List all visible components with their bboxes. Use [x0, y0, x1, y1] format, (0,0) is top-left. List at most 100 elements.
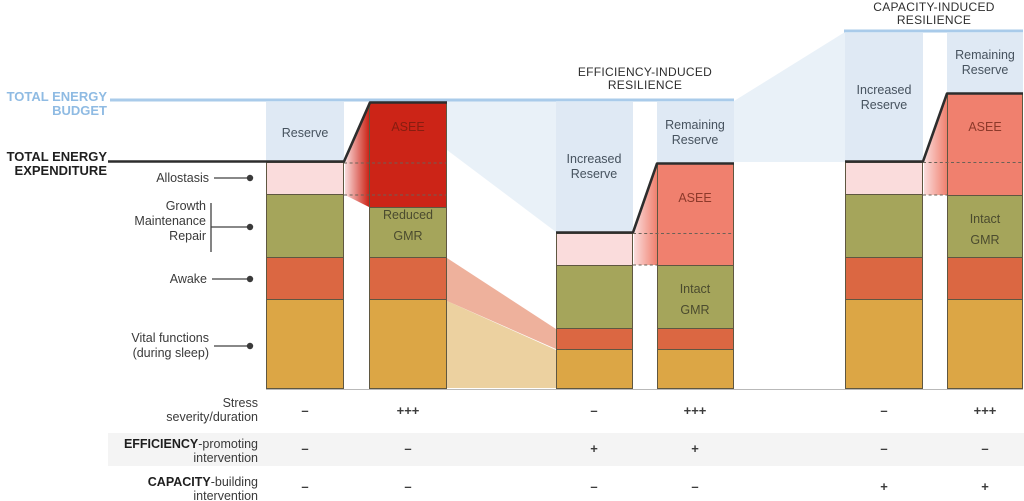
- gmr-leader-dot: [246, 223, 254, 231]
- bar1-awake: [266, 257, 344, 300]
- efficiency-value-3: +: [590, 441, 598, 456]
- bar2-awake: [369, 257, 447, 300]
- gmr-label-line1: Growth: [165, 199, 206, 213]
- efficiency-resilience-header: EFFICIENCY-INDUCED RESILIENCE: [556, 66, 734, 92]
- capacity-label-line2: intervention: [193, 488, 258, 501]
- bar6-awake: [947, 257, 1023, 300]
- capacity-value-3: –: [590, 479, 598, 494]
- budget-label-line2: BUDGET: [52, 103, 107, 118]
- bar2-gmr-label: Reduced GMR: [383, 208, 433, 244]
- vital-label: Vital functions (during sleep): [60, 331, 209, 361]
- capacity-label-bold: CAPACITY: [147, 475, 211, 489]
- bar2-gmr-line2: GMR: [393, 229, 423, 243]
- bar3-reserve-label: Increased Reserve: [567, 152, 622, 182]
- vital-label-line2: (during sleep): [132, 346, 209, 360]
- allostasis-asee-fade-1: [345, 102, 369, 207]
- bar4-asee: [657, 163, 734, 266]
- efficiency-label-bold: EFFICIENCY: [123, 437, 199, 451]
- gmr-label-line2: Maintenance: [134, 214, 206, 228]
- efficiency-row-band: [108, 433, 1024, 466]
- total-energy-budget-label: TOTAL ENERGY BUDGET: [0, 90, 107, 118]
- capacity-label-rest: -building: [210, 475, 258, 489]
- gmr-label: Growth Maintenance Repair: [60, 199, 206, 244]
- capacity-header-line2: RESILIENCE: [896, 13, 972, 27]
- bar4-awake: [657, 328, 734, 350]
- bar6-reserve-label: Remaining Reserve: [955, 48, 1015, 78]
- efficiency-header-line1: EFFICIENCY-INDUCED: [577, 65, 713, 79]
- bar4-gmr-label: Intact GMR: [680, 282, 711, 318]
- bar5-reserve-label: Increased Reserve: [857, 83, 912, 113]
- stress-value-2: +++: [396, 403, 420, 418]
- bar1-vital: [266, 299, 344, 389]
- stress-value-4: +++: [683, 403, 707, 418]
- efficiency-label-rest: -promoting: [198, 437, 258, 451]
- capacity-value-5: +: [880, 479, 888, 494]
- budget-label-line1: TOTAL ENERGY: [6, 89, 107, 104]
- expenditure-label-line1: TOTAL ENERGY: [6, 149, 107, 164]
- bar2-gmr-line1: Reduced: [382, 208, 434, 222]
- bar2-asee-label: ASEE: [391, 120, 425, 134]
- awake-label: Awake: [169, 272, 207, 286]
- allostasis-leader-dot: [246, 174, 254, 182]
- bar4-gmr-line2: GMR: [680, 303, 710, 317]
- vital-label-line1: Vital functions: [131, 331, 209, 345]
- bar6-gmr-line1: Intact: [969, 212, 1001, 226]
- vital-flow-1to2: [447, 301, 556, 388]
- efficiency-label-line2: intervention: [193, 450, 258, 465]
- bar4-reserve-line1: Remaining: [665, 118, 725, 132]
- bar5-allostasis: [845, 162, 923, 195]
- capacity-value-1: –: [301, 479, 309, 494]
- efficiency-label-line1: EFFICIENCY-promoting: [60, 437, 258, 452]
- reserve-flow-2to3: [734, 32, 845, 162]
- capacity-value-4: –: [691, 479, 699, 494]
- vital-leader-dot: [246, 342, 254, 350]
- bar6-vital: [947, 299, 1023, 389]
- bar5-reserve-line1: Increased: [856, 83, 912, 97]
- efficiency-value-4: +: [691, 441, 699, 456]
- bar3-allostasis: [556, 233, 633, 266]
- allostasis-asee-fade-3: [924, 94, 947, 195]
- capacity-resilience-header: CAPACITY-INDUCED RESILIENCE: [845, 1, 1023, 27]
- total-energy-expenditure-label: TOTAL ENERGY EXPENDITURE: [0, 150, 107, 178]
- bar3-gmr: [556, 265, 633, 329]
- bar4-vital: [657, 349, 734, 389]
- bar4-reserve-line2: Reserve: [671, 133, 719, 147]
- bar3-reserve-line2: Reserve: [570, 167, 618, 181]
- efficiency-value-6: –: [981, 441, 989, 456]
- efficiency-value-2: –: [404, 441, 412, 456]
- allostasis-asee-fade-2: [634, 164, 657, 265]
- capacity-value-2: –: [404, 479, 412, 494]
- stress-value-1: –: [301, 403, 309, 418]
- bar6-reserve-line1: Remaining: [955, 48, 1015, 62]
- bar1-allostasis: [266, 162, 344, 195]
- bar6-reserve-fill: [947, 33, 1023, 93]
- bar6-asee: [947, 93, 1023, 196]
- bar5-vital: [845, 299, 923, 389]
- stress-label-line2: severity/duration: [166, 409, 258, 424]
- bar6-asee-label: ASEE: [968, 120, 1002, 134]
- bar6-gmr-label: Intact GMR: [970, 212, 1001, 248]
- efficiency-value-1: –: [301, 441, 309, 456]
- bar3-awake: [556, 328, 633, 350]
- bar4-gmr-line1: Intact: [679, 282, 711, 296]
- bar5-awake: [845, 257, 923, 300]
- bar1-reserve-label: Reserve: [281, 126, 329, 140]
- bar1-gmr: [266, 194, 344, 258]
- bar5-gmr: [845, 194, 923, 258]
- bar2-vital: [369, 299, 447, 389]
- capacity-value-6: +: [981, 479, 989, 494]
- expenditure-label-line2: EXPENDITURE: [14, 163, 107, 178]
- bar6-reserve-line2: Reserve: [961, 63, 1009, 77]
- bar3-reserve-line1: Increased: [566, 152, 622, 166]
- allostasis-label: Allostasis: [156, 171, 209, 185]
- awake-flow-1to2: [447, 258, 556, 349]
- gmr-label-line3: Repair: [169, 229, 206, 243]
- efficiency-header-line2: RESILIENCE: [607, 78, 683, 92]
- stress-label-line1: Stress: [222, 396, 258, 410]
- awake-leader-dot: [246, 275, 254, 283]
- bar4-reserve-label: Remaining Reserve: [665, 118, 725, 148]
- efficiency-row-label: EFFICIENCY-promoting intervention: [60, 437, 258, 465]
- stress-value-3: –: [590, 403, 598, 418]
- stress-value-6: +++: [973, 403, 997, 418]
